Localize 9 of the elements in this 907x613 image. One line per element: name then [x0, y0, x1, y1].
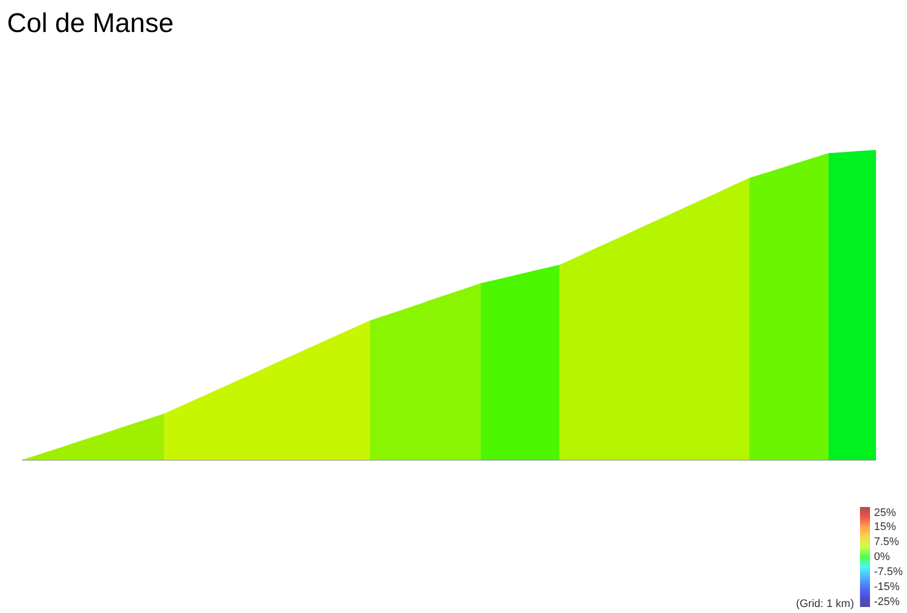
color-bar-label: 25% [874, 507, 896, 519]
text: (Grid: 1 km) [796, 598, 854, 610]
color-bar-label: -25% [874, 596, 900, 608]
color-bar-label: 0% [874, 551, 890, 563]
color-bar-label: 7.5% [874, 536, 900, 548]
color-bar-label: -15% [874, 581, 900, 593]
color-bar-label: -7.5% [874, 566, 903, 578]
color-bar-label: 15% [874, 521, 896, 533]
chart-title: Col de Manse [7, 8, 174, 38]
